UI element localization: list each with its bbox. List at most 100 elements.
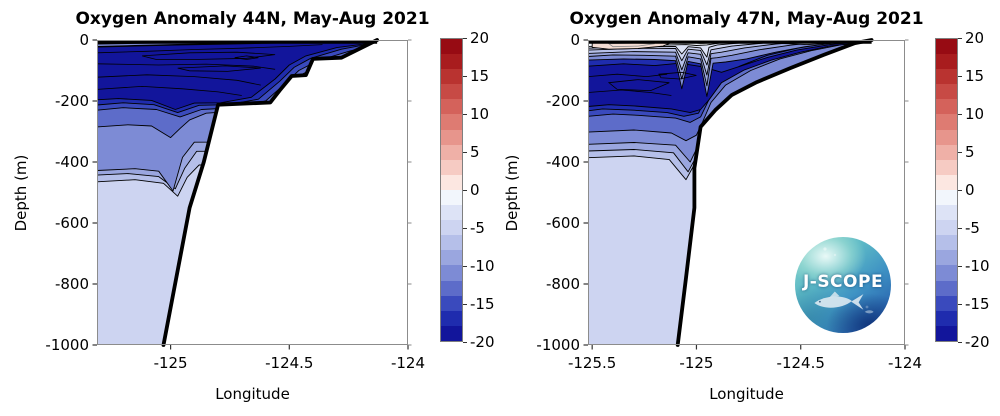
colorbar-cell xyxy=(936,220,957,236)
colorbar-cell xyxy=(441,84,462,100)
colorbar-tick xyxy=(463,303,467,305)
y-axis-label-44n: Depth (m) xyxy=(12,154,30,232)
colorbar-tick xyxy=(463,37,467,39)
colorbar-tick-label: 15 xyxy=(965,67,985,85)
colorbar-cell xyxy=(936,265,957,281)
colorbar-tick-label: -10 xyxy=(470,257,495,275)
colorbar-tick-label: 5 xyxy=(965,143,975,161)
colorbar-cell xyxy=(936,144,957,160)
colorbar-tick-label: -20 xyxy=(965,333,990,351)
y-tick-label: -600 xyxy=(545,214,580,232)
contour-bands-44n xyxy=(97,40,378,345)
x-tick-label: -125 xyxy=(679,354,714,372)
contour-line xyxy=(97,44,323,54)
colorbar-tick-label: 20 xyxy=(470,29,490,47)
colorbar-cell xyxy=(936,205,957,221)
colorbar-tick xyxy=(958,303,962,305)
x-tick-label: -124.5 xyxy=(265,354,314,372)
colorbar-cell xyxy=(936,310,957,326)
colorbar-cell xyxy=(441,99,462,115)
colorbar-cell xyxy=(441,280,462,296)
colorbar-cell xyxy=(441,129,462,145)
colorbar xyxy=(440,38,463,342)
y-tick-label: -400 xyxy=(545,153,580,171)
colorbar-tick xyxy=(958,151,962,153)
colorbar-cell xyxy=(936,114,957,130)
colorbar-cell xyxy=(441,205,462,221)
contour-plot-47n xyxy=(583,38,909,350)
y-tick-label: 0 xyxy=(79,31,89,49)
x-axis-label-47n: Longitude xyxy=(709,385,784,403)
colorbar-cell xyxy=(441,144,462,160)
y-tick-label: -1000 xyxy=(45,336,89,354)
colorbar-tick xyxy=(463,189,467,191)
colorbar-tick-label: -20 xyxy=(470,333,495,351)
colorbar-tick-label: -15 xyxy=(965,295,990,313)
x-axis-label-44n: Longitude xyxy=(215,385,290,403)
contour-line xyxy=(234,55,259,60)
colorbar-cell xyxy=(936,280,957,296)
colorbar-tick xyxy=(958,341,962,343)
colorbar-cell xyxy=(936,54,957,70)
colorbar-cell xyxy=(441,159,462,175)
colorbar-tick-label: 0 xyxy=(470,181,480,199)
colorbar-tick-label: -15 xyxy=(470,295,495,313)
colorbar-cell xyxy=(936,69,957,85)
plot-title-44n: Oxygen Anomaly 44N, May-Aug 2021 xyxy=(75,9,430,29)
x-tick-label: -125.5 xyxy=(567,354,617,372)
colorbar-cell xyxy=(936,174,957,190)
x-tick-label: -124 xyxy=(887,354,923,372)
colorbar-cell xyxy=(441,189,462,206)
colorbar xyxy=(935,38,958,342)
colorbar-tick-label: 0 xyxy=(965,181,975,199)
y-tick-label: -800 xyxy=(545,275,580,293)
y-tick-label: -400 xyxy=(54,153,89,171)
colorbar-cell xyxy=(936,189,957,206)
jscope-logo: J-SCOPE xyxy=(795,237,891,333)
plot-title-47n: Oxygen Anomaly 47N, May-Aug 2021 xyxy=(569,9,924,29)
colorbar-tick xyxy=(463,265,467,267)
contour-line xyxy=(588,89,672,96)
colorbar-tick-label: -5 xyxy=(965,219,980,237)
plot-frame xyxy=(588,40,905,345)
colorbar-cell xyxy=(936,295,957,311)
colorbar-tick xyxy=(463,75,467,77)
colorbar-tick-label: -10 xyxy=(965,257,990,275)
bubbles-decoration xyxy=(823,247,869,309)
colorbar-cell xyxy=(441,39,462,55)
y-tick-label: 0 xyxy=(570,31,580,49)
colorbar-cell xyxy=(441,54,462,70)
colorbar-cell xyxy=(441,295,462,311)
colorbar-cell xyxy=(936,129,957,145)
colorbar-cell xyxy=(441,114,462,130)
colorbar-cell xyxy=(441,265,462,281)
colorbar-cell xyxy=(441,235,462,251)
colorbar-cell xyxy=(441,174,462,190)
bathymetry-line xyxy=(161,38,379,347)
colorbar-tick xyxy=(958,37,962,39)
contour-line xyxy=(588,73,668,78)
fish-icon xyxy=(814,291,874,314)
colorbar-cell xyxy=(936,99,957,115)
y-tick-label: -600 xyxy=(54,214,89,232)
colorbar-tick xyxy=(463,227,467,229)
x-tick-label: -124.5 xyxy=(776,354,825,372)
colorbar-cell xyxy=(936,250,957,266)
contour-plot-44n xyxy=(92,38,412,350)
plot-frame xyxy=(97,40,408,345)
colorbar-tick xyxy=(463,151,467,153)
contour-line xyxy=(658,71,697,80)
y-tick-label: -1000 xyxy=(536,336,580,354)
jscope-logo-text: J-SCOPE xyxy=(802,272,884,292)
contour-line xyxy=(142,51,276,60)
colorbar-cell xyxy=(441,310,462,326)
y-tick-label: -200 xyxy=(545,92,580,110)
colorbar-tick-label: 20 xyxy=(965,29,985,47)
contour-line xyxy=(97,63,276,70)
colorbar-cell xyxy=(936,159,957,175)
colorbar-tick xyxy=(463,341,467,343)
y-tick-label: -800 xyxy=(54,275,89,293)
colorbar-tick-label: 10 xyxy=(965,105,985,123)
x-tick-label: -125 xyxy=(153,354,188,372)
